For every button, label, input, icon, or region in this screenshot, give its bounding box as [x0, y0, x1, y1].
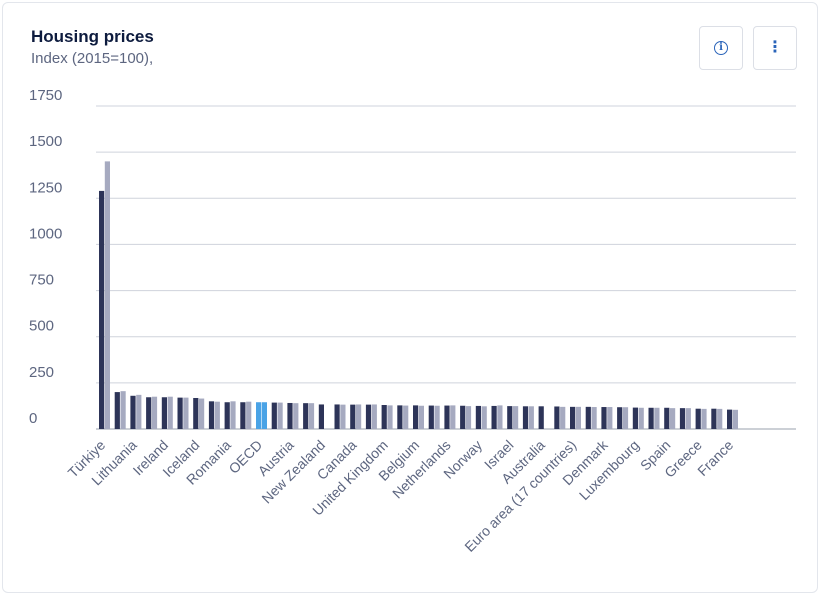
- bar[interactable]: [287, 402, 293, 429]
- bar[interactable]: [434, 405, 440, 429]
- bar[interactable]: [418, 405, 424, 429]
- bar[interactable]: [607, 407, 613, 429]
- bar[interactable]: [601, 407, 607, 429]
- bar[interactable]: [711, 408, 717, 429]
- y-tick-label: 1000: [29, 225, 62, 242]
- bar[interactable]: [701, 408, 707, 429]
- y-tick-label: 750: [29, 272, 54, 289]
- bar[interactable]: [413, 405, 419, 429]
- bar[interactable]: [538, 406, 544, 429]
- y-tick-label: 0: [29, 410, 37, 427]
- bar[interactable]: [340, 404, 346, 429]
- y-tick-label: 500: [29, 318, 54, 335]
- bar[interactable]: [230, 401, 236, 429]
- bar[interactable]: [528, 406, 534, 429]
- bar[interactable]: [350, 404, 356, 429]
- bar[interactable]: [120, 391, 126, 429]
- bar[interactable]: [199, 398, 205, 429]
- bar[interactable]: [560, 406, 566, 429]
- bar[interactable]: [591, 407, 597, 429]
- bar[interactable]: [648, 407, 654, 429]
- bar[interactable]: [167, 396, 173, 429]
- bar[interactable]: [161, 397, 167, 429]
- more-vertical-icon: ⋮: [767, 39, 783, 56]
- bar[interactable]: [685, 408, 691, 429]
- bar[interactable]: [177, 397, 183, 429]
- bar[interactable]: [717, 408, 723, 429]
- bar[interactable]: [475, 405, 481, 429]
- bar[interactable]: [256, 402, 262, 429]
- bar[interactable]: [246, 401, 252, 429]
- bar[interactable]: [522, 406, 529, 429]
- bar[interactable]: [114, 392, 120, 429]
- y-tick-label: 250: [29, 364, 54, 381]
- bar[interactable]: [183, 397, 189, 429]
- bar[interactable]: [334, 404, 340, 429]
- bar[interactable]: [554, 406, 560, 429]
- bar[interactable]: [570, 406, 576, 429]
- bar[interactable]: [450, 405, 456, 429]
- bar[interactable]: [261, 402, 267, 429]
- bar[interactable]: [632, 407, 638, 429]
- bar[interactable]: [428, 405, 434, 429]
- bar[interactable]: [654, 407, 660, 429]
- bar[interactable]: [365, 404, 372, 429]
- bar[interactable]: [575, 406, 581, 429]
- bar[interactable]: [617, 407, 623, 429]
- bar[interactable]: [318, 404, 324, 429]
- bar[interactable]: [381, 405, 387, 429]
- bar[interactable]: [356, 404, 362, 429]
- bar[interactable]: [664, 407, 670, 429]
- bar[interactable]: [146, 397, 152, 429]
- y-tick-label: 1750: [29, 87, 62, 104]
- bar[interactable]: [224, 402, 230, 429]
- bar[interactable]: [104, 161, 110, 429]
- bar[interactable]: [403, 405, 409, 429]
- bar[interactable]: [695, 408, 701, 429]
- bar[interactable]: [732, 409, 738, 429]
- chart-title: Housing prices: [31, 27, 154, 46]
- bar[interactable]: [136, 394, 142, 429]
- bar[interactable]: [491, 405, 497, 429]
- bar[interactable]: [397, 405, 403, 429]
- bar[interactable]: [293, 403, 299, 429]
- bar[interactable]: [151, 396, 158, 429]
- bar[interactable]: [193, 397, 199, 429]
- bar[interactable]: [670, 408, 676, 429]
- info-button[interactable]: i: [699, 26, 743, 70]
- bar[interactable]: [271, 402, 277, 429]
- info-icon: i: [714, 41, 728, 55]
- more-options-button[interactable]: ⋮: [753, 26, 797, 70]
- bar[interactable]: [303, 403, 309, 429]
- bar[interactable]: [585, 406, 591, 429]
- bar[interactable]: [208, 401, 215, 429]
- bar[interactable]: [727, 409, 733, 429]
- bar[interactable]: [507, 406, 513, 429]
- chart-subtitle: Index (2015=100),: [31, 50, 154, 67]
- bar[interactable]: [460, 405, 466, 429]
- bar[interactable]: [387, 405, 393, 429]
- bar[interactable]: [679, 408, 686, 429]
- bar[interactable]: [240, 402, 246, 429]
- bar[interactable]: [465, 406, 472, 429]
- bar[interactable]: [444, 405, 450, 429]
- bar[interactable]: [497, 405, 503, 429]
- y-tick-label: 1250: [29, 179, 62, 196]
- bar[interactable]: [513, 406, 519, 429]
- bar[interactable]: [481, 406, 487, 429]
- bar[interactable]: [308, 403, 315, 429]
- y-tick-label: 1500: [29, 133, 62, 150]
- bar[interactable]: [130, 395, 136, 429]
- x-tick-label: France: [694, 437, 736, 479]
- bar[interactable]: [277, 402, 283, 429]
- bar[interactable]: [99, 190, 105, 429]
- bar[interactable]: [371, 404, 377, 429]
- bar[interactable]: [638, 407, 644, 429]
- bar[interactable]: [622, 407, 629, 429]
- bar[interactable]: [214, 401, 220, 429]
